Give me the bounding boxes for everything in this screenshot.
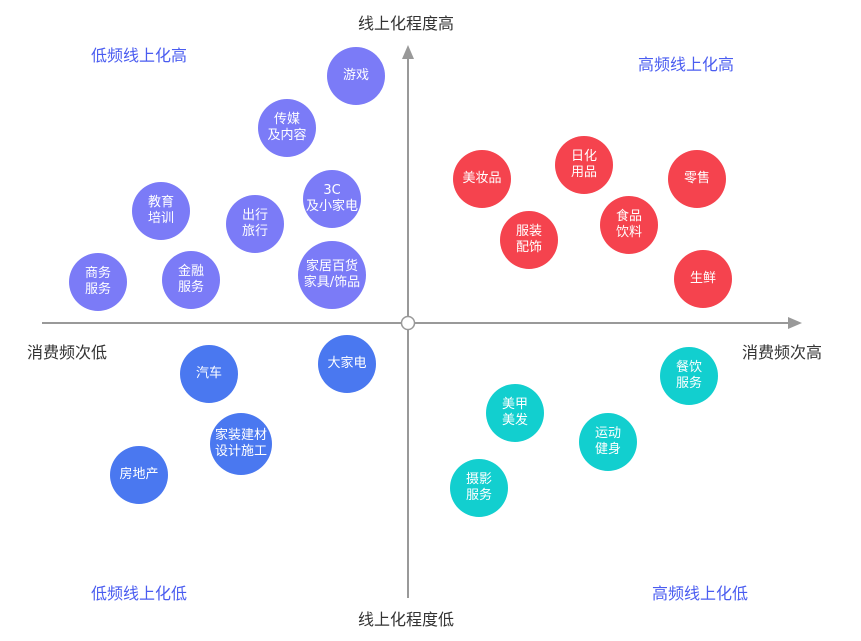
bubble-出行旅行: 出行 旅行 [226, 195, 284, 253]
bubble-label-line: 旅行 [241, 224, 268, 239]
bubble-汽车: 汽车 [180, 345, 238, 403]
bubble-label-line: 传媒 [273, 112, 300, 127]
bubble-label-line: 教育 [147, 195, 174, 210]
y-axis-bottom-label: 线上化程度低 [358, 610, 455, 629]
bubble-家居百货家具/饰品: 家居百货 家具/饰品 [298, 241, 366, 309]
bubble-label-line: 饮料 [615, 225, 642, 240]
bubble-食品饮料: 食品 饮料 [600, 196, 658, 254]
bubble-美甲美发: 美甲 美发 [486, 384, 544, 442]
bubble-label-line: 培训 [147, 211, 174, 226]
bubble-商务服务: 商务 服务 [69, 253, 127, 311]
bubble-label-line: 服装 [515, 224, 542, 239]
bubble-label-line: 生鲜 [689, 271, 716, 286]
bubble-label-line: 美发 [501, 413, 528, 428]
bubble-label-line: 美甲 [501, 397, 528, 412]
bubble-label-line: 出行 [241, 208, 268, 223]
origin-marker [400, 315, 416, 331]
bubble-label-line: 大家电 [327, 356, 367, 371]
x-axis-left-label: 消费频次低 [27, 343, 108, 362]
bubble-教育培训: 教育 培训 [132, 182, 190, 240]
bubble-金融服务: 金融 服务 [162, 251, 220, 309]
bubble-3C及小家电: 3C 及小家电 [303, 170, 361, 228]
bubble-label-line: 配饰 [515, 240, 542, 255]
bubble-label-line: 服务 [177, 280, 204, 295]
bubble-label-line: 运动 [594, 426, 621, 441]
bubble-label-line: 服务 [84, 282, 111, 297]
bubble-label-line: 家具/饰品 [303, 275, 361, 290]
bubble-餐饮服务: 餐饮 服务 [660, 347, 718, 405]
quadrant-label-bottom-right: 高频线上化低 [652, 584, 749, 603]
bubble-label-line: 商务 [84, 266, 111, 281]
bubble-label-line: 3C [323, 183, 341, 198]
bubble-房地产: 房地产 [110, 446, 168, 504]
bubble-日化用品: 日化 用品 [555, 136, 613, 194]
bubble-label-line: 服务 [465, 488, 492, 503]
bubble-服装配饰: 服装 配饰 [500, 211, 558, 269]
bubble-label-line: 及小家电 [305, 199, 358, 214]
bubble-大家电: 大家电 [318, 335, 376, 393]
bubble-家装建材设计施工: 家装建材 设计施工 [210, 413, 272, 475]
quadrant-label-top-left: 低频线上化高 [91, 46, 188, 65]
bubble-label-line: 健身 [594, 442, 621, 457]
bubble-label-line: 及内容 [267, 128, 307, 143]
bubble-label-line: 服务 [675, 376, 702, 391]
x-axis-arrow-icon [788, 317, 802, 329]
bubble-摄影服务: 摄影 服务 [450, 459, 508, 517]
bubble-label-line: 金融 [177, 264, 204, 279]
bubble-label-line: 零售 [683, 171, 710, 186]
bubble-label-line: 餐饮 [675, 360, 702, 375]
y-axis-top-label: 线上化程度高 [358, 14, 455, 33]
quadrant-label-bottom-left: 低频线上化低 [91, 584, 188, 603]
bubble-label-line: 摄影 [465, 472, 492, 487]
bubble-label-line: 汽车 [195, 366, 222, 381]
y-axis-arrow-icon [402, 45, 414, 59]
bubble-label-line: 游戏 [342, 68, 369, 83]
bubble-label-line: 设计施工 [214, 444, 267, 459]
bubble-运动健身: 运动 健身 [579, 413, 637, 471]
quadrant-label-top-right: 高频线上化高 [638, 55, 735, 74]
x-axis-right-label: 消费频次高 [742, 343, 823, 362]
bubble-零售: 零售 [668, 150, 726, 208]
bubble-label-line: 家装建材 [214, 428, 267, 443]
bubble-label-line: 美妆品 [462, 171, 502, 186]
bubble-label-line: 用品 [570, 165, 597, 180]
bubble-传媒及内容: 传媒 及内容 [258, 99, 316, 157]
bubble-label-line: 家居百货 [305, 259, 358, 274]
bubble-label-line: 食品 [615, 209, 642, 224]
bubble-生鲜: 生鲜 [674, 250, 732, 308]
bubble-美妆品: 美妆品 [453, 150, 511, 208]
bubble-游戏: 游戏 [327, 47, 385, 105]
bubble-label-line: 日化 [570, 149, 597, 164]
bubble-label-line: 房地产 [119, 467, 159, 482]
